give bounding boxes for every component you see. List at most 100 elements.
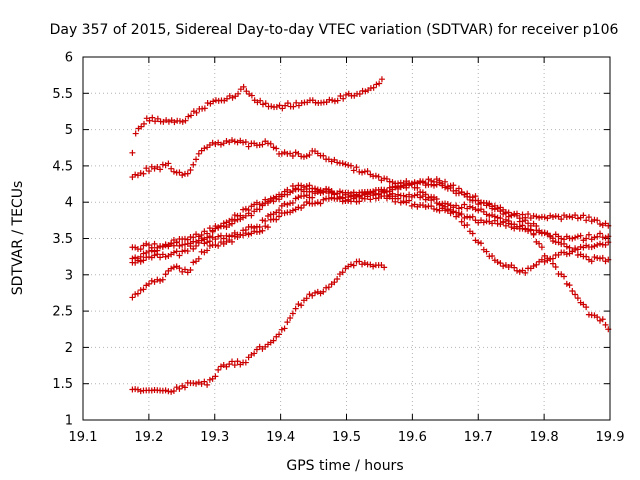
data-point <box>201 378 208 385</box>
data-point <box>264 213 271 220</box>
data-point <box>168 265 175 272</box>
data-point <box>289 199 296 206</box>
x-tick-label: 19.9 <box>596 430 625 445</box>
data-point <box>444 206 451 213</box>
data-point <box>148 277 155 284</box>
data-point <box>184 248 191 255</box>
data-point <box>281 325 288 332</box>
data-point <box>295 194 302 201</box>
data-point <box>176 242 183 249</box>
data-point <box>146 242 153 249</box>
data-point <box>569 288 576 295</box>
data-point <box>489 252 496 259</box>
data-point <box>303 153 310 160</box>
data-point <box>284 319 291 326</box>
data-point <box>298 302 305 309</box>
data-point <box>392 198 399 205</box>
data-point <box>204 230 211 237</box>
data-point <box>588 244 595 251</box>
data-point <box>533 222 540 229</box>
data-point <box>170 264 177 271</box>
data-point <box>162 241 169 248</box>
data-point <box>276 213 283 220</box>
data-point <box>536 240 543 247</box>
data-point <box>157 254 164 261</box>
data-point <box>181 235 188 242</box>
data-point <box>574 295 581 302</box>
data-point <box>190 234 197 241</box>
chart-title: Day 357 of 2015, Sidereal Day-to-day VTE… <box>50 22 619 38</box>
data-point <box>594 233 601 240</box>
data-point <box>359 261 366 268</box>
data-point <box>206 233 213 240</box>
data-point <box>334 159 341 166</box>
y-tick-label: 5 <box>65 123 73 138</box>
data-point <box>444 201 451 207</box>
data-point <box>306 291 313 298</box>
data-point <box>516 268 523 275</box>
data-point <box>129 294 136 301</box>
data-point <box>588 258 595 265</box>
data-point <box>268 103 275 110</box>
data-point <box>328 188 335 195</box>
data-points <box>129 76 612 395</box>
data-point <box>464 222 471 229</box>
data-point <box>580 212 587 219</box>
data-point <box>165 388 172 395</box>
data-point <box>436 201 443 208</box>
data-point <box>300 193 307 200</box>
data-point <box>596 255 603 262</box>
data-point <box>356 258 363 265</box>
data-point <box>547 233 554 240</box>
data-point <box>182 117 189 124</box>
data-point <box>193 156 200 163</box>
data-point <box>331 279 338 286</box>
data-point <box>591 243 598 250</box>
data-point <box>154 115 161 122</box>
data-point <box>162 387 169 394</box>
data-point <box>561 273 568 280</box>
data-point <box>370 192 377 199</box>
data-point <box>397 184 404 191</box>
data-point <box>256 228 263 235</box>
data-point <box>245 143 252 150</box>
data-point <box>146 117 153 124</box>
data-point <box>329 97 336 104</box>
data-point <box>300 184 307 191</box>
data-point <box>162 271 169 278</box>
data-point <box>320 196 327 203</box>
data-point <box>392 184 399 191</box>
data-point <box>240 206 247 213</box>
data-point <box>337 92 344 99</box>
data-point <box>300 153 307 160</box>
data-point <box>353 164 360 171</box>
data-point <box>478 240 485 247</box>
data-point <box>530 263 537 270</box>
data-point <box>251 228 258 235</box>
data-point <box>596 317 603 324</box>
data-point <box>312 200 319 207</box>
data-point <box>552 264 559 271</box>
grid-lines <box>83 57 610 420</box>
data-point <box>148 247 155 254</box>
data-point <box>276 331 283 338</box>
data-point <box>508 224 515 231</box>
series-s7 <box>129 181 612 333</box>
data-point <box>140 286 147 293</box>
data-point <box>569 248 576 255</box>
data-point <box>375 173 382 180</box>
data-point <box>132 254 139 261</box>
data-point <box>204 239 211 246</box>
data-point <box>179 118 186 125</box>
data-point <box>188 112 195 119</box>
data-point <box>256 206 263 213</box>
data-point <box>248 92 255 99</box>
data-point <box>137 258 144 265</box>
data-point <box>223 363 230 370</box>
data-point <box>173 239 180 246</box>
data-point <box>489 203 496 210</box>
data-point <box>367 196 374 203</box>
data-point <box>184 170 191 177</box>
data-point <box>176 265 183 272</box>
data-point <box>414 184 421 191</box>
